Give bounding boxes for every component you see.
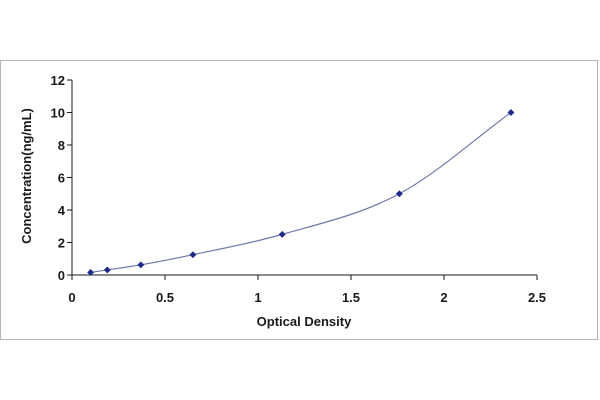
x-tick-label: 0 [68, 290, 75, 305]
x-tick-label: 0.5 [156, 290, 174, 305]
y-tick-label: 12 [51, 73, 65, 88]
data-point-marker [278, 230, 286, 238]
data-point-marker [395, 190, 403, 198]
x-tick-label: 1 [254, 290, 261, 305]
data-point-marker [87, 268, 95, 277]
axes [71, 80, 537, 276]
x-tick-label: 2 [440, 290, 447, 305]
data-point-marker [189, 251, 197, 259]
data-point-marker [137, 261, 145, 269]
y-tick-label: 2 [58, 236, 65, 251]
data-points [87, 108, 515, 277]
chart-frame [0, 60, 598, 340]
x-tick-label: 1.5 [342, 290, 360, 305]
y-tick-label: 0 [58, 268, 65, 283]
data-point-marker [103, 266, 111, 274]
x-ticks: 0 0.5 1 1.5 2 2.5 [68, 275, 546, 305]
x-axis-title: Optical Density [257, 314, 352, 329]
y-ticks: 0 2 4 6 8 10 12 [51, 73, 72, 283]
data-point-marker [507, 108, 515, 117]
y-tick-label: 10 [51, 106, 65, 121]
y-axis-title: Concentration(ng/mL) [19, 108, 34, 244]
y-tick-label: 8 [58, 138, 65, 153]
fit-curve [90, 112, 512, 274]
y-tick-label: 6 [58, 171, 65, 186]
y-tick-label: 4 [58, 203, 66, 218]
x-tick-label: 2.5 [528, 290, 546, 305]
